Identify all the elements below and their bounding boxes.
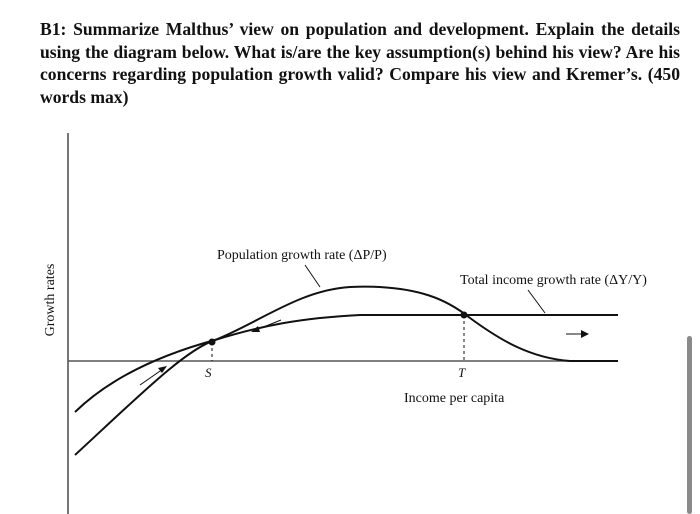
point-s-marker [208, 338, 216, 346]
vertical-scrollbar[interactable] [687, 336, 692, 514]
arrow-toward-s-right [251, 319, 282, 332]
income-curve-label: Total income growth rate (ΔY/Y) [460, 273, 647, 288]
point-s-label: S [205, 365, 212, 380]
y-axis-label: Growth rates [43, 264, 58, 337]
point-t-marker [460, 311, 468, 319]
income-growth-curve [74, 314, 618, 413]
arrow-toward-s-left [139, 366, 167, 386]
population-growth-curve [74, 285, 618, 456]
arrow-away-from-t [566, 330, 589, 338]
income-label-leader [527, 289, 546, 314]
point-t-label: T [458, 365, 466, 380]
question-text: B1: Summarize Malthus’ view on populatio… [40, 19, 680, 107]
population-curve-label: Population growth rate (ΔP/P) [217, 248, 387, 263]
x-axis-label: Income per capita [404, 391, 505, 406]
population-label-leader [304, 264, 321, 288]
